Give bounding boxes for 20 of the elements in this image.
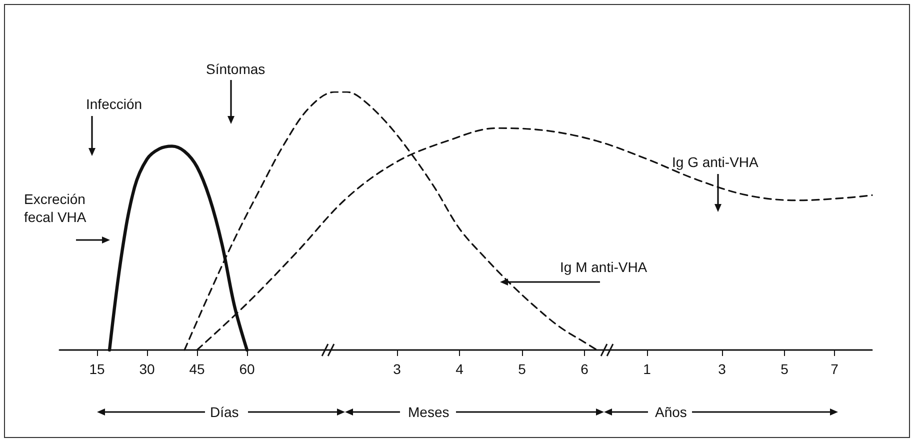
x-tick-label: 5 — [780, 361, 789, 377]
text: Meses — [408, 403, 450, 421]
text: Días — [210, 403, 239, 421]
x-tick-label: 15 — [89, 361, 105, 377]
x-tick-label: 6 — [580, 361, 589, 377]
x-tick-label: 1 — [643, 361, 652, 377]
x-tick-label: 30 — [139, 361, 155, 377]
text: Excreción fecal VHA — [24, 190, 88, 226]
text: Ig M anti-VHA — [560, 258, 648, 276]
x-tick-label: 45 — [189, 361, 205, 377]
x-tick-label: 7 — [830, 361, 839, 377]
series-label: Ig G anti-VHA — [672, 153, 760, 171]
x-tick-label: 4 — [456, 361, 464, 377]
text: Síntomas — [206, 60, 266, 78]
x-tick-label: 3 — [393, 361, 402, 377]
text: Años — [655, 403, 687, 421]
x-tick-label: 60 — [239, 361, 255, 377]
annotation: Infección — [86, 95, 142, 113]
x-tick-label: 3 — [718, 361, 726, 377]
x-tick-label: 5 — [518, 361, 526, 377]
